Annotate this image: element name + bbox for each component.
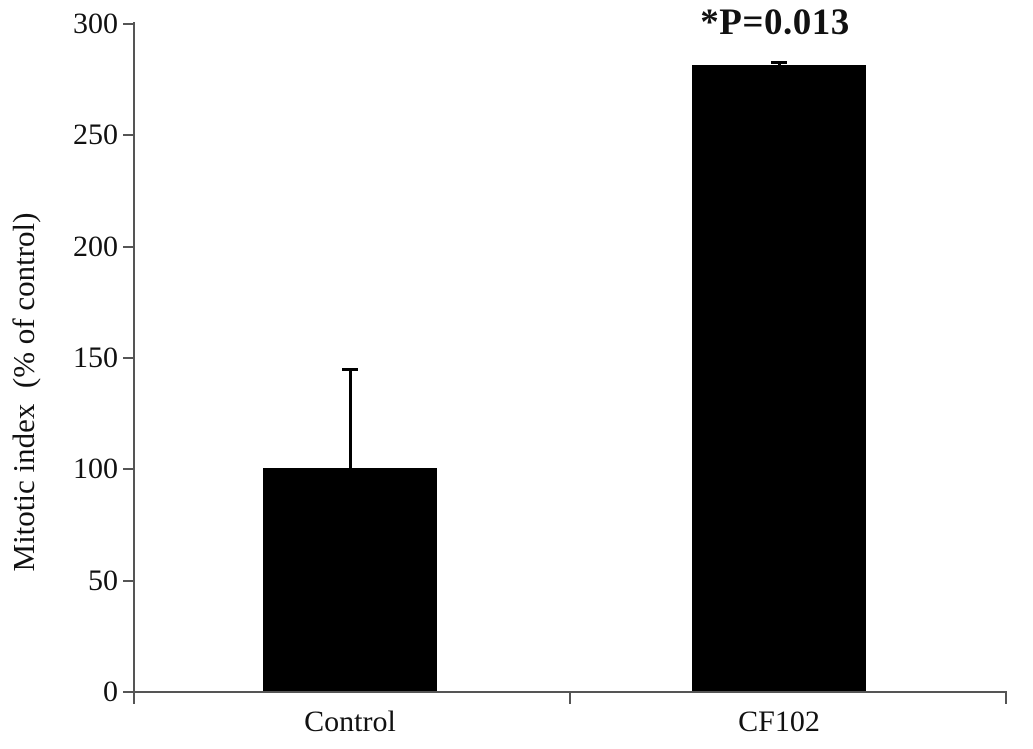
y-tick-label: 250 xyxy=(73,118,118,152)
x-category-label-control: Control xyxy=(304,705,396,738)
error-bar-stem xyxy=(348,368,352,470)
y-tick-mark xyxy=(123,468,133,471)
y-tick-label: 150 xyxy=(73,341,118,374)
y-tick-mark xyxy=(123,23,133,25)
y-tick-label: 200 xyxy=(73,229,118,263)
y-tick-mark xyxy=(123,691,133,693)
bar-control xyxy=(263,468,437,691)
y-tick-label: 0 xyxy=(103,675,118,708)
bar-cf102 xyxy=(692,65,866,691)
y-tick-mark xyxy=(123,134,133,137)
y-axis-line xyxy=(133,22,135,691)
x-axis-line xyxy=(133,691,1007,693)
error-bar-cap xyxy=(771,60,787,64)
x-tick-mark xyxy=(1005,693,1007,704)
y-axis-title: Mitotic index (% of control) xyxy=(6,212,41,572)
x-category-label-cf102: CF102 xyxy=(738,705,820,738)
y-tick-label: 50 xyxy=(88,563,118,597)
x-tick-mark xyxy=(569,693,571,704)
error-bar-cap xyxy=(342,368,358,372)
y-tick-mark xyxy=(123,579,133,582)
y-tick-mark xyxy=(123,357,133,359)
y-tick-label: 300 xyxy=(73,7,118,40)
x-tick-mark xyxy=(133,693,135,704)
y-tick-label: 100 xyxy=(73,452,118,486)
significance-annotation: *P=0.013 xyxy=(700,2,850,43)
y-tick-mark xyxy=(123,245,133,248)
